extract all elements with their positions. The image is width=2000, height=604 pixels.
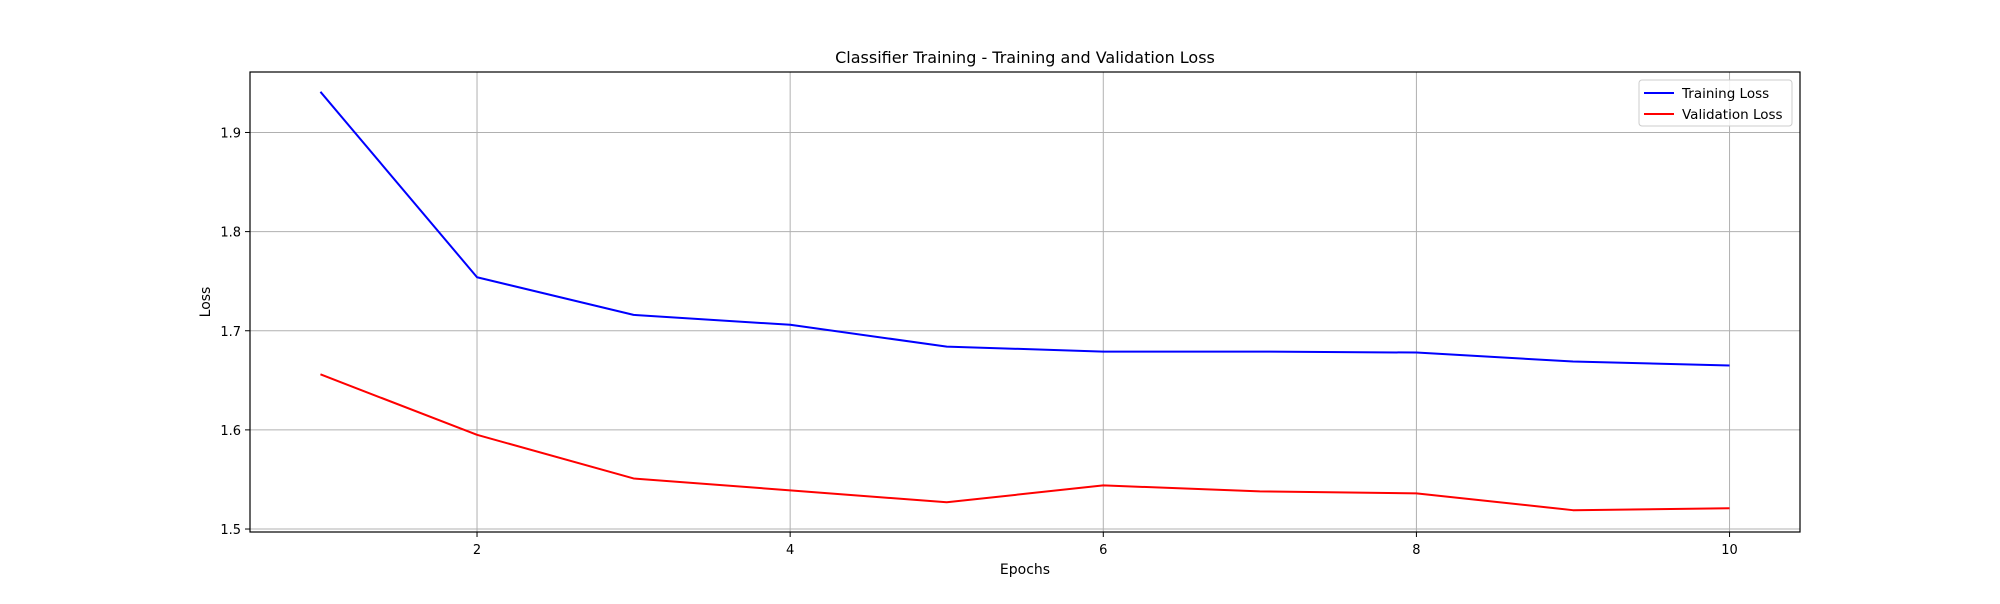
legend-label: Training Loss <box>1681 86 1769 102</box>
y-tick-label: 1.7 <box>220 325 241 340</box>
x-tick-label: 4 <box>786 543 794 558</box>
series-line-validation-loss <box>320 373 1730 512</box>
legend-box <box>1638 79 1793 127</box>
y-tick-label: 1.5 <box>220 523 241 538</box>
series-line-training-loss <box>319 91 1730 367</box>
tick-layer: 2 4 6 8 10 1.5 1.6 1.7 1.8 1.9 <box>220 126 1738 558</box>
plot-frame <box>249 71 1801 533</box>
legend: Training Loss Validation Loss <box>1638 79 1793 127</box>
x-axis-label: Epochs <box>1000 562 1050 578</box>
grid-layer <box>250 72 1800 532</box>
y-tick-label: 1.6 <box>220 424 241 439</box>
x-tick-label: 2 <box>473 543 481 558</box>
legend-label: Validation Loss <box>1682 107 1783 123</box>
chart-title: Classifier Training - Training and Valid… <box>835 48 1215 67</box>
x-tick-label: 8 <box>1412 543 1420 558</box>
y-tick-label: 1.9 <box>220 126 241 141</box>
series-layer <box>319 91 1730 512</box>
x-tick-label: 10 <box>1721 543 1738 558</box>
x-tick-label: 6 <box>1099 543 1107 558</box>
y-axis-label: Loss <box>198 287 214 318</box>
y-tick-label: 1.8 <box>220 226 241 241</box>
